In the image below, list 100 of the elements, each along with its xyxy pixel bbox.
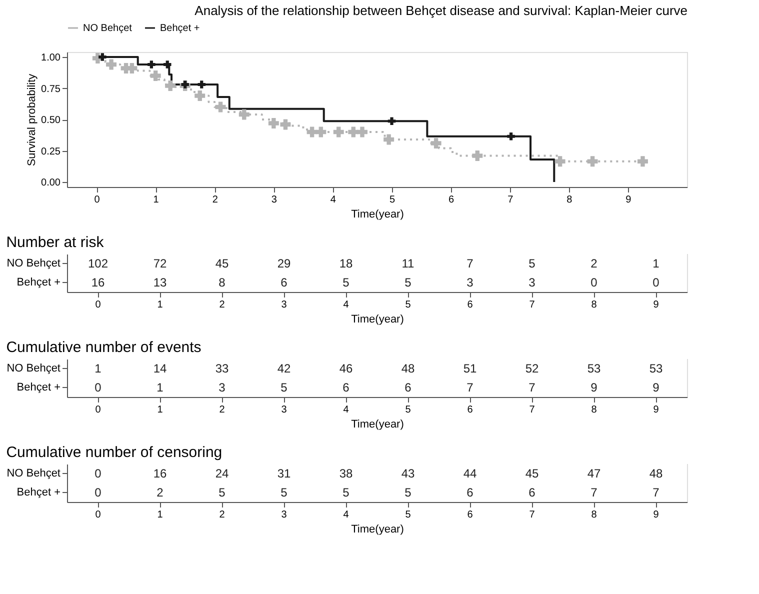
data-label: 5 (404, 276, 412, 290)
point (472, 150, 483, 161)
point (165, 80, 176, 91)
data-label: 48 (401, 362, 415, 376)
data-label: 0 (94, 380, 102, 394)
point (238, 109, 250, 120)
point (148, 60, 156, 68)
y-tick-label: NO Behçet (6, 468, 60, 480)
point (637, 156, 648, 167)
x-tick-label: 1 (153, 194, 160, 206)
data-label: 24 (215, 466, 229, 480)
data-label: 72 (153, 256, 167, 270)
x-tick-label: 1 (157, 300, 164, 310)
data-label: 6 (342, 380, 350, 394)
point (356, 126, 368, 138)
data-label: 9 (652, 380, 660, 394)
point (507, 132, 515, 140)
point (280, 119, 291, 130)
x-tick-label: 2 (212, 194, 218, 206)
data-label: 3 (466, 276, 474, 290)
point (430, 138, 442, 148)
x-tick-label: 1 (157, 404, 164, 416)
data-label: 48 (649, 466, 663, 480)
data-label: 0 (652, 276, 660, 290)
point (333, 126, 344, 138)
x-tick-label: 6 (467, 510, 474, 520)
point (554, 156, 566, 167)
y-tick-label: 0.00 (41, 178, 61, 188)
data-label: 53 (587, 362, 601, 376)
x-tick-label: 9 (653, 300, 660, 310)
data-label: 1 (94, 362, 102, 376)
x-tick-label: 5 (389, 194, 396, 206)
x-tick-label: 4 (343, 404, 350, 416)
data-label: 2 (590, 256, 598, 270)
chart-title: Analysis of the relationship between Behçet disease and survival: Kaplan-Meier curve (194, 3, 688, 18)
data-label: 13 (153, 276, 167, 290)
point (587, 156, 598, 167)
chart-title: Cumulative number of censoring (6, 444, 222, 461)
data-label: 45 (215, 256, 229, 270)
data-label: 14 (153, 362, 167, 376)
data-label: 42 (277, 362, 291, 376)
x-tick-label: 8 (591, 404, 598, 416)
data-label: 6 (404, 380, 412, 394)
point (164, 60, 172, 68)
point (126, 63, 138, 74)
x-tick-label: 7 (529, 510, 536, 520)
point (181, 80, 189, 88)
x-tick-label: 3 (281, 404, 288, 416)
x-tick-label: 5 (405, 510, 412, 520)
x-tick-label: 7 (508, 194, 514, 206)
y-tick-label: NO Behçet (6, 362, 60, 374)
data-label: 29 (277, 256, 291, 270)
x-tick-label: 3 (281, 510, 288, 520)
point (268, 118, 279, 128)
data-label: 7 (528, 380, 536, 394)
x-tick-label: 6 (467, 404, 474, 416)
data-label: 51 (463, 362, 477, 376)
x-axis-title: Time(year) (351, 208, 404, 220)
data-label: 5 (404, 486, 412, 500)
x-tick-label: 8 (566, 194, 573, 206)
data-label: 38 (339, 466, 353, 480)
data-label: 0 (94, 486, 102, 500)
data-label: 7 (466, 380, 474, 394)
x-tick-label: 9 (653, 404, 660, 416)
data-label: 1 (156, 380, 164, 394)
x-tick-label: 6 (448, 194, 455, 206)
x-tick-label: 0 (95, 510, 102, 520)
x-tick-label: 8 (591, 300, 598, 310)
data-label: 6 (466, 486, 474, 500)
x-tick-label: 0 (95, 300, 102, 310)
x-tick-label: 0 (94, 194, 100, 206)
chart-title: Number at risk (6, 234, 104, 251)
y-tick-label: Behçet + (16, 382, 60, 394)
y-tick-label: NO Behçet (6, 258, 60, 270)
x-axis-title: Time(year) (351, 314, 404, 326)
data-label: 0 (94, 466, 102, 480)
x-tick-label: 9 (626, 194, 632, 206)
data-label: 18 (339, 256, 353, 270)
data-label: 5 (280, 380, 288, 394)
point (194, 90, 206, 101)
x-axis-title: Time(year) (351, 418, 404, 430)
x-tick-label: 4 (343, 300, 350, 310)
x-tick-label: 4 (343, 510, 350, 520)
data-label: 8 (218, 276, 226, 290)
data-label: 43 (401, 466, 415, 480)
x-tick-label: 0 (95, 404, 102, 416)
x-tick-label: 1 (157, 510, 164, 520)
x-tick-label: 2 (219, 300, 226, 310)
data-label: 5 (218, 486, 226, 500)
data-label: 45 (525, 466, 539, 480)
x-tick-label: 2 (219, 404, 226, 416)
data-label: 7 (466, 256, 474, 270)
data-label: 11 (402, 256, 415, 270)
x-tick-label: 8 (591, 510, 598, 520)
x-axis-title: Time(year) (351, 524, 404, 536)
data-label: 47 (587, 466, 601, 480)
data-label: 31 (277, 466, 291, 480)
point (98, 53, 106, 61)
data-label: 16 (153, 466, 167, 480)
y-tick-label: 0.25 (41, 146, 61, 158)
